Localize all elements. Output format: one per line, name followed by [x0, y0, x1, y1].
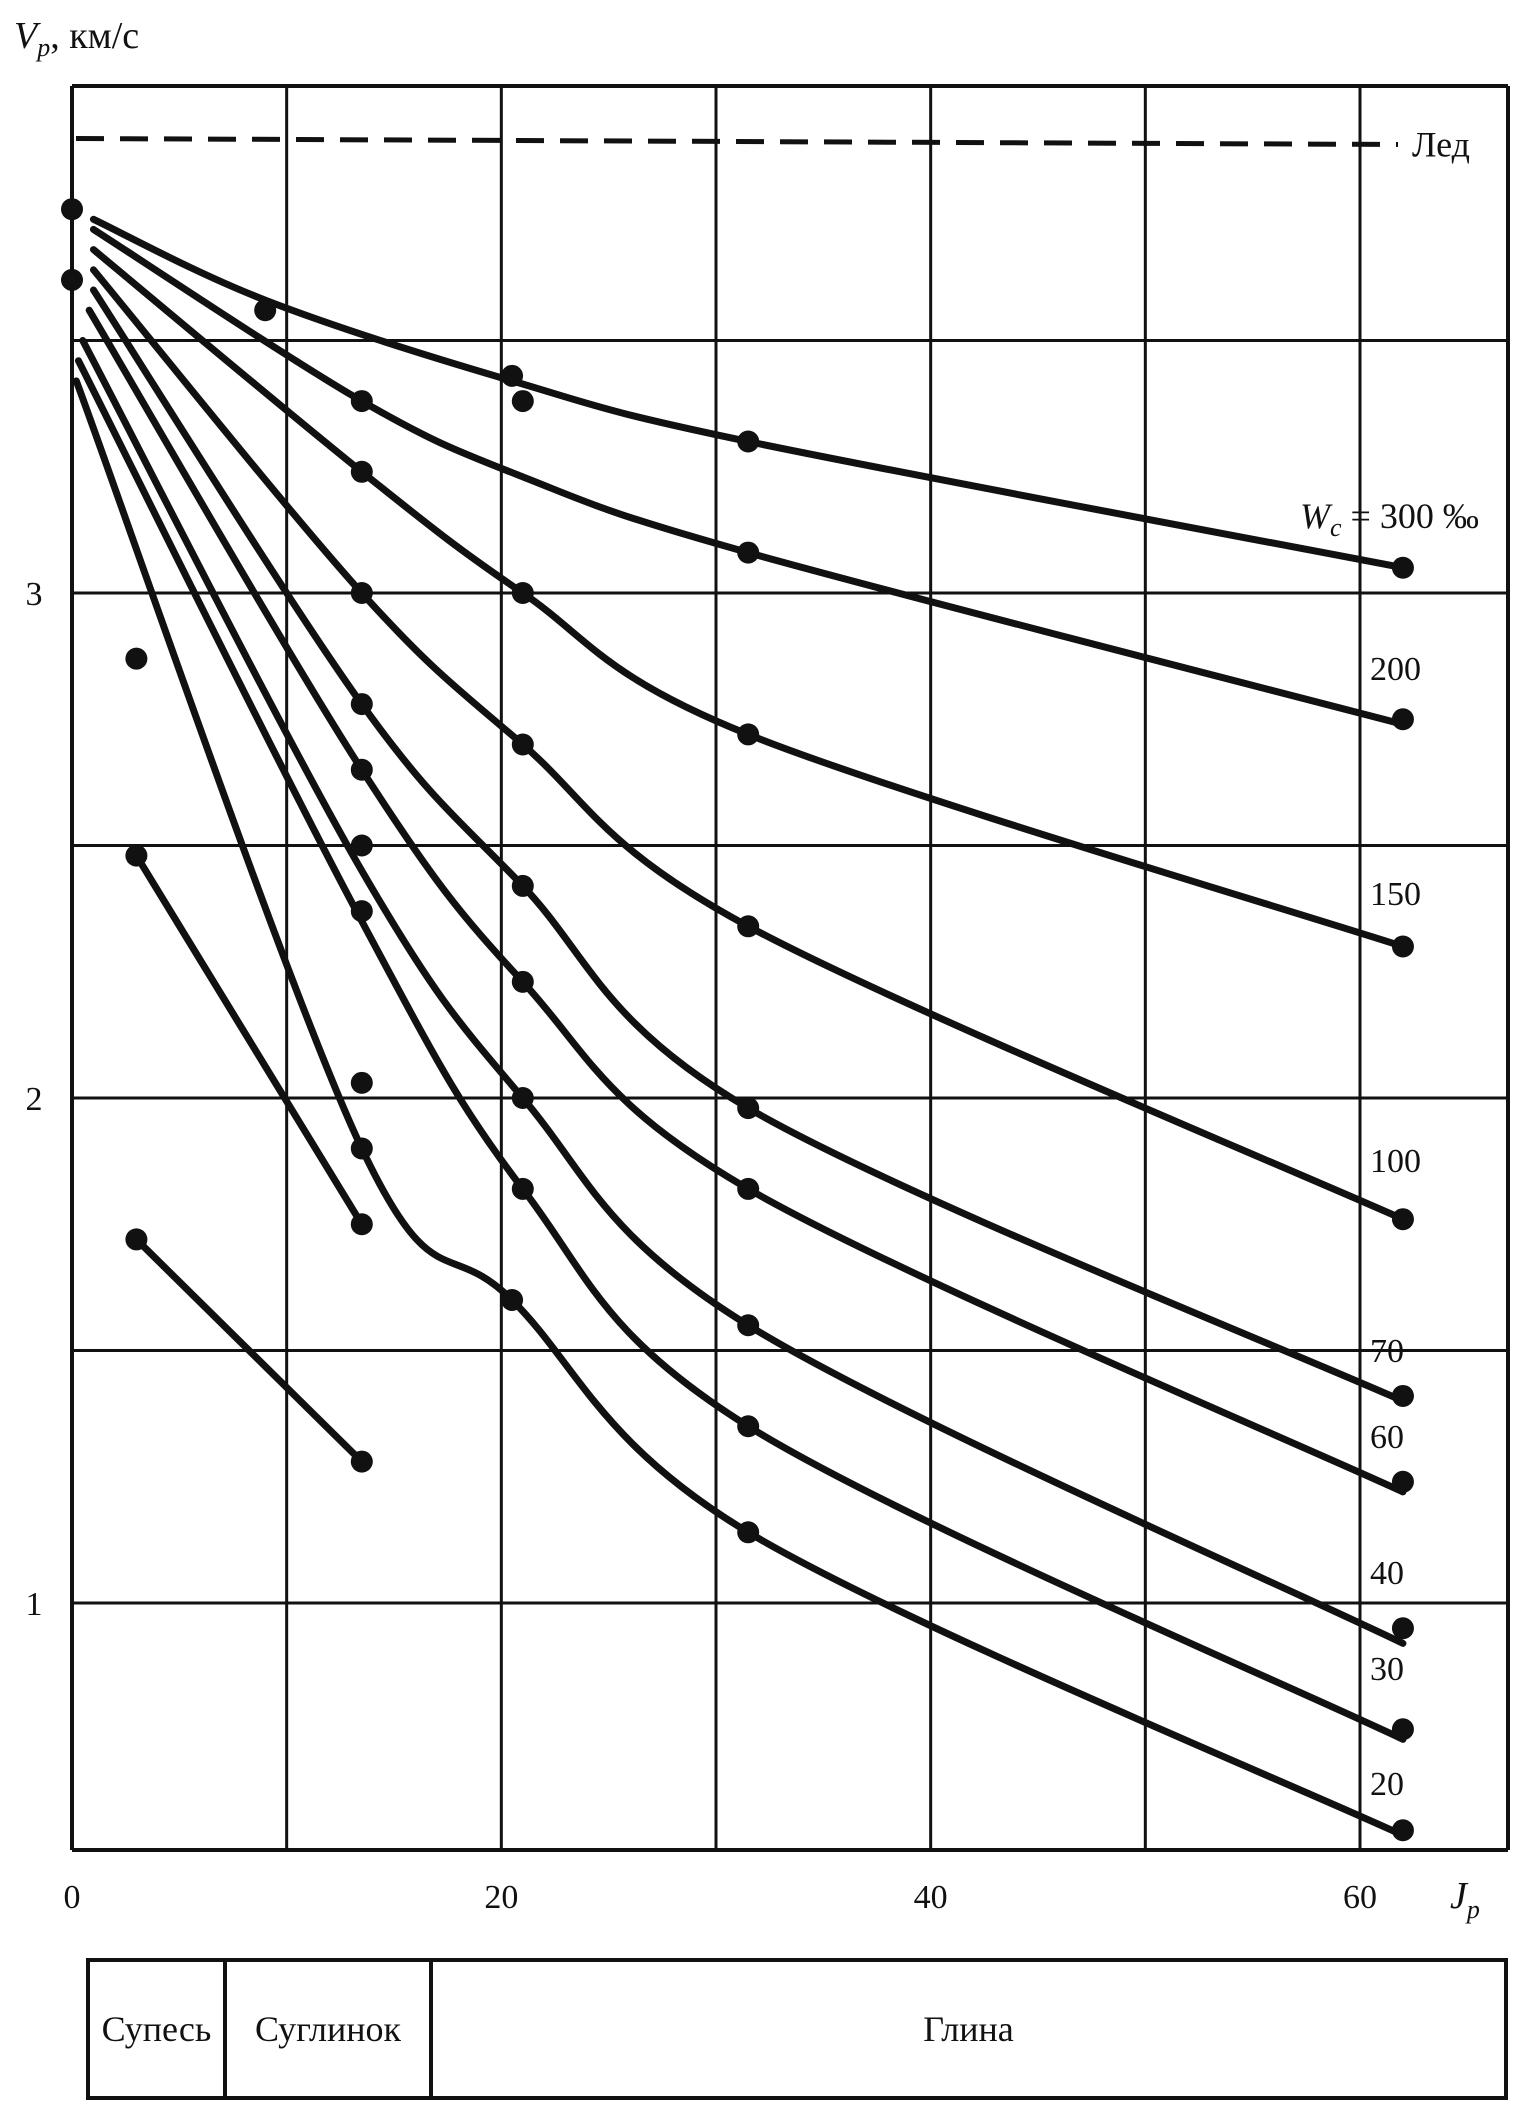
series-150: 150 — [89, 246, 1421, 958]
series-40: 40 — [79, 337, 1414, 1647]
y-tick-label: 2 — [26, 1081, 43, 1118]
data-point-100 — [511, 733, 534, 756]
data-point-30 — [511, 1177, 534, 1200]
series-line-60 — [85, 306, 1407, 1496]
data-point-40 — [511, 1087, 534, 1109]
data-point-100 — [1391, 1208, 1414, 1231]
data-point-40 — [350, 834, 373, 857]
data-point-300 — [1391, 556, 1414, 579]
data-point-30 — [350, 900, 373, 923]
data-point-200 — [350, 390, 373, 413]
data-point-40 — [737, 1314, 760, 1337]
data-point-300 — [254, 299, 277, 322]
data-point-200 — [511, 390, 534, 413]
series-70: 70 — [89, 286, 1414, 1407]
x-tick-label: 40 — [914, 1879, 948, 1916]
data-point-70 — [737, 1097, 760, 1120]
series-300: Wc = 300 ‰ — [61, 198, 1479, 579]
extra-data-point — [350, 1213, 373, 1236]
data-point-70 — [350, 693, 373, 716]
data-point-20 — [1391, 1819, 1414, 1842]
x-tick-label: 60 — [1343, 1879, 1377, 1916]
series-label-150: 150 — [1370, 876, 1421, 913]
extra-data-point — [125, 1228, 148, 1251]
extra-series-line — [132, 1235, 366, 1466]
soil-type-table: Супесь Суглинок Глина — [86, 1958, 1508, 2100]
series-200: 200 — [61, 225, 1421, 731]
series-20: 20 — [72, 377, 1414, 1842]
series-label-60: 60 — [1370, 1419, 1404, 1456]
series-layer: Wc = 300 ‰ 200 150 100 70 60 40 30 20 — [61, 198, 1479, 1842]
extra-series-3 — [350, 1071, 373, 1094]
data-point-20 — [501, 1289, 524, 1311]
data-point-200 — [737, 541, 760, 564]
extra-data-point — [350, 1450, 373, 1473]
series-label-100: 100 — [1370, 1143, 1421, 1180]
data-point-70 — [1391, 1384, 1414, 1407]
series-label-20: 20 — [1370, 1766, 1404, 1803]
series-30: 30 — [74, 357, 1414, 1743]
soil-class-sandy-loam: Супесь — [101, 2009, 212, 2049]
y-tick-label: 3 — [26, 576, 43, 613]
data-point-60 — [511, 970, 534, 993]
data-point-150 — [511, 582, 534, 604]
series-label-70: 70 — [1370, 1333, 1404, 1370]
data-point-70 — [511, 874, 534, 897]
data-point-60 — [350, 758, 373, 781]
series-label-30: 30 — [1370, 1651, 1404, 1688]
extra-series-1 — [125, 1228, 373, 1473]
extra-data-point — [350, 1071, 373, 1094]
y-tick-label: 1 — [26, 1586, 43, 1623]
y-axis-label: Vp, км/с — [14, 15, 139, 62]
data-point-150 — [737, 723, 760, 746]
data-point-60 — [737, 1177, 760, 1200]
series-line-70 — [89, 286, 1407, 1405]
tick-label-layer: 0 20 40 60 1 2 3 — [26, 576, 1378, 1916]
x-tick-label: 0 — [64, 1879, 81, 1916]
data-point-150 — [350, 460, 373, 483]
series-label-300: Wc = 300 ‰ — [1300, 496, 1479, 542]
data-point-300 — [501, 364, 524, 387]
soil-class-loam: Суглинок — [223, 1962, 429, 2096]
data-point-150 — [1391, 935, 1414, 958]
data-point-200 — [61, 268, 83, 291]
extra-series-2 — [125, 647, 148, 670]
series-line-150 — [89, 246, 1407, 950]
data-point-40 — [1391, 1617, 1414, 1640]
data-point-300 — [61, 198, 83, 221]
series-100: 100 — [89, 266, 1421, 1231]
series-label-200: 200 — [1370, 651, 1421, 688]
data-point-200 — [1391, 708, 1414, 731]
extra-data-point — [125, 844, 148, 867]
series-label-40: 40 — [1370, 1555, 1404, 1592]
x-axis-label: Jp — [1450, 1875, 1480, 1924]
series-line-40 — [79, 337, 1407, 1647]
series-line-100 — [89, 266, 1407, 1223]
series-60: 60 — [85, 306, 1414, 1496]
data-point-100 — [737, 915, 760, 938]
data-point-100 — [350, 582, 373, 604]
extra-data-point — [125, 647, 148, 670]
data-point-20 — [350, 1137, 373, 1160]
extra-series-line — [132, 852, 366, 1228]
extra-series-0 — [125, 844, 373, 1236]
ice-reference-label: Лед — [1412, 125, 1470, 165]
ice-reference-line — [75, 136, 1399, 147]
data-point-30 — [737, 1415, 760, 1438]
x-axis-label-text: Jp — [1450, 1875, 1480, 1924]
data-point-300 — [737, 430, 760, 453]
y-axis-label-text: Vp, км/с — [14, 15, 139, 62]
data-point-20 — [737, 1521, 760, 1544]
data-point-30 — [1391, 1718, 1414, 1741]
series-line-200 — [89, 225, 1407, 728]
soil-class-clay: Глина — [429, 1962, 1504, 2096]
data-point-60 — [1391, 1470, 1414, 1493]
series-line-300 — [89, 215, 1407, 572]
x-tick-label: 20 — [484, 1879, 518, 1916]
